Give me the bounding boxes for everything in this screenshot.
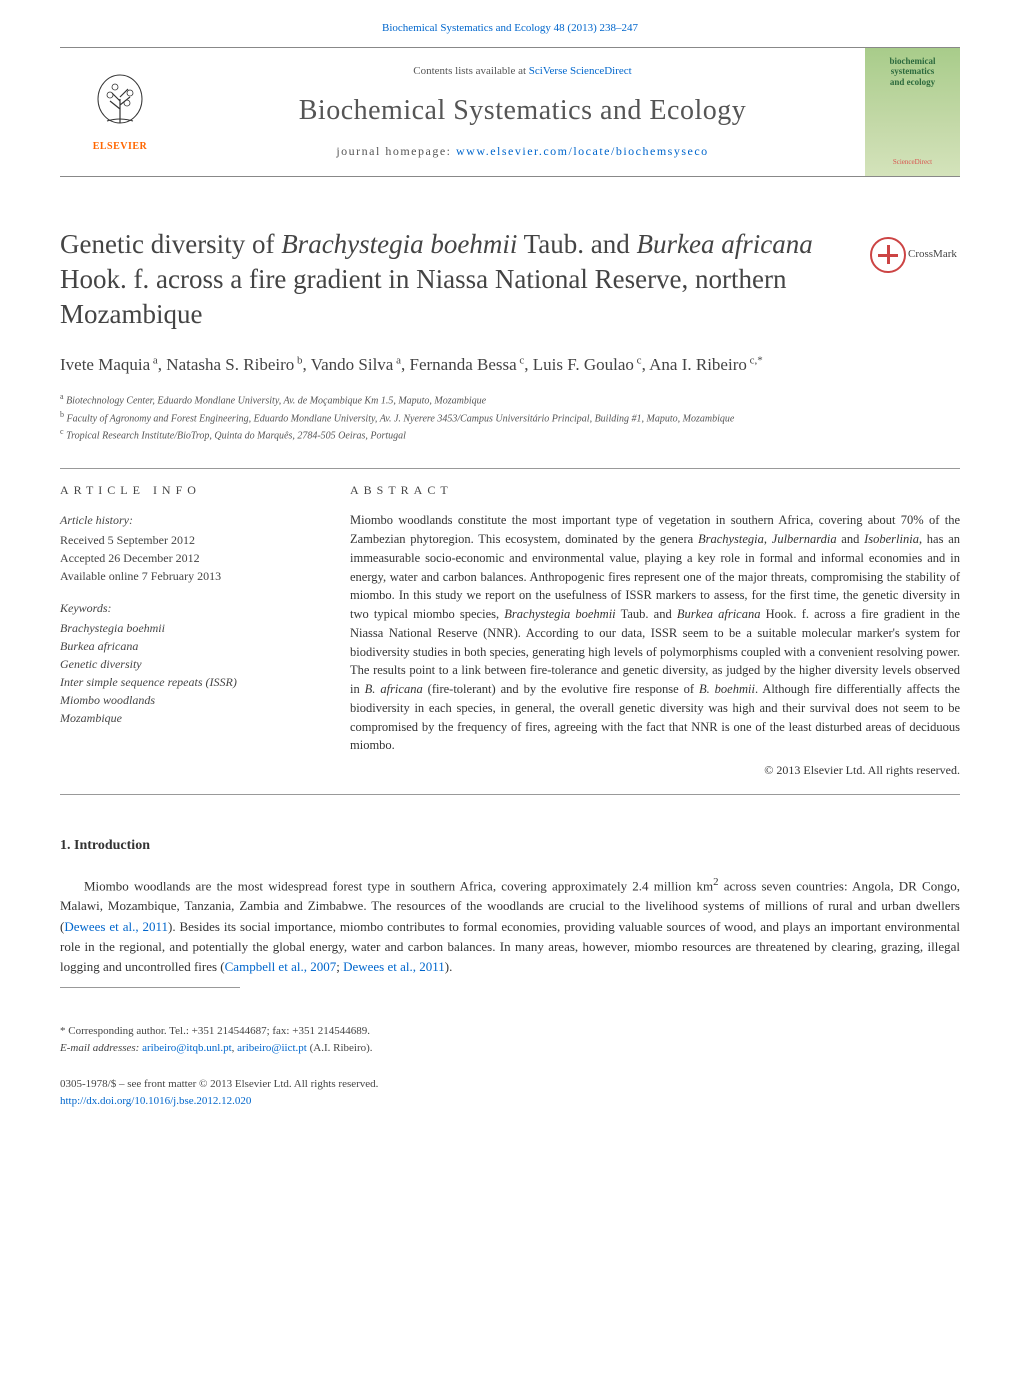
author-6-aff: c, — [747, 354, 757, 366]
author-4: Fernanda Bessa — [409, 355, 516, 374]
journal-title: Biochemical Systematics and Ecology — [299, 90, 747, 132]
affiliation-c-text: Tropical Research Institute/BioTrop, Qui… — [66, 430, 406, 441]
intro-paragraph: Miombo woodlands are the most widespread… — [60, 874, 960, 977]
keywords-text: Brachystegia boehmii Burkea africana Gen… — [60, 619, 310, 727]
info-abstract-row: ARTICLE INFO Article history: Received 5… — [60, 481, 960, 779]
author-1-aff: a — [150, 354, 158, 366]
author-2: Natasha S. Ribeiro — [166, 355, 294, 374]
email-suffix: (A.I. Ribeiro). — [307, 1042, 373, 1054]
affiliation-b: b Faculty of Agronomy and Forest Enginee… — [60, 409, 960, 426]
cover-bottom-text: ScienceDirect — [893, 157, 932, 168]
page-bottom-meta: 0305-1978/$ – see front matter © 2013 El… — [60, 1076, 960, 1109]
homepage-prefix: journal homepage: — [336, 144, 456, 158]
footnotes: * Corresponding author. Tel.: +351 21454… — [60, 1023, 960, 1056]
journal-header: ELSEVIER Contents lists available at Sci… — [60, 47, 960, 177]
article-title: Genetic diversity of Brachystegia boehmi… — [60, 227, 850, 332]
author-5: Luis F. Goulao — [533, 355, 634, 374]
abs-p8: Taub. and — [616, 607, 677, 621]
author-1: Ivete Maquia — [60, 355, 150, 374]
species-name-2: Burkea africana — [636, 229, 812, 259]
corresponding-mark: * — [757, 354, 763, 366]
history-text: Received 5 September 2012 Accepted 26 De… — [60, 531, 310, 585]
journal-cover-thumbnail[interactable]: biochemical systematics and ecology Scie… — [865, 48, 960, 176]
title-part1: Genetic diversity of — [60, 229, 281, 259]
abs-sp7: B. boehmii — [699, 682, 755, 696]
author-2-aff: b — [294, 354, 302, 366]
abstract-col: ABSTRACT Miombo woodlands constitute the… — [350, 481, 960, 779]
author-3: Vando Silva — [311, 355, 394, 374]
crossmark-badge[interactable]: CrossMark — [870, 235, 960, 275]
abstract-heading: ABSTRACT — [350, 481, 960, 499]
email-2[interactable]: aribeiro@iict.pt — [237, 1042, 307, 1054]
abs-sp3: Isoberlinia — [864, 532, 919, 546]
title-row: Genetic diversity of Brachystegia boehmi… — [60, 227, 960, 332]
abstract-copyright: © 2013 Elsevier Ltd. All rights reserved… — [350, 761, 960, 779]
abs-sp1: Brachystegia — [698, 532, 764, 546]
affiliation-c: c Tropical Research Institute/BioTrop, Q… — [60, 426, 960, 443]
abs-p2: , — [764, 532, 772, 546]
elsevier-logo[interactable]: ELSEVIER — [60, 48, 180, 176]
divider-bottom — [60, 794, 960, 795]
intro-p4: ). Besides its social importance, miombo… — [60, 919, 960, 974]
author-5-aff: c — [634, 354, 642, 366]
section-heading-introduction: 1. Introduction — [60, 835, 960, 856]
intro-p0: Miombo woodlands are the most widespread… — [84, 878, 713, 893]
crossmark-icon — [870, 237, 906, 273]
email-1[interactable]: aribeiro@itqb.unl.pt — [142, 1042, 232, 1054]
intro-p8: ). — [445, 959, 453, 974]
species-name-1: Brachystegia boehmii — [281, 229, 517, 259]
ref-dewees-2[interactable]: Dewees et al., 2011 — [343, 959, 445, 974]
affiliation-a: a Biotechnology Center, Eduardo Mondlane… — [60, 391, 960, 408]
crossmark-label: CrossMark — [908, 246, 957, 263]
abs-sp4: Brachystegia boehmii — [504, 607, 615, 621]
header-center: Contents lists available at SciVerse Sci… — [180, 48, 865, 176]
cover-title-line2: systematics — [891, 66, 935, 77]
history-label: Article history: — [60, 511, 310, 529]
article-info-heading: ARTICLE INFO — [60, 481, 310, 499]
author-4-aff: c — [517, 354, 525, 366]
sciencedirect-link[interactable]: SciVerse ScienceDirect — [529, 65, 632, 77]
email-prefix: E-mail addresses: — [60, 1042, 142, 1054]
title-part2: Taub. and — [517, 229, 636, 259]
keywords-label: Keywords: — [60, 599, 310, 617]
author-3-aff: a — [393, 354, 401, 366]
doi-link[interactable]: http://dx.doi.org/10.1016/j.bse.2012.12.… — [60, 1093, 960, 1110]
affiliation-b-text: Faculty of Agronomy and Forest Engineeri… — [67, 413, 735, 424]
contents-prefix: Contents lists available at — [413, 65, 528, 77]
footnote-divider — [60, 987, 240, 988]
corresponding-author-note: * Corresponding author. Tel.: +351 21454… — [60, 1023, 960, 1040]
elsevier-wordmark: ELSEVIER — [93, 139, 148, 154]
affiliation-a-text: Biotechnology Center, Eduardo Mondlane U… — [66, 396, 486, 407]
cover-title-line3: and ecology — [890, 77, 935, 88]
abs-sp2: Julbernardia — [772, 532, 837, 546]
contents-available-line: Contents lists available at SciVerse Sci… — [413, 63, 631, 80]
journal-homepage-line: journal homepage: www.elsevier.com/locat… — [336, 142, 708, 160]
cover-title-line1: biochemical — [890, 56, 936, 67]
authors-list: Ivete Maquia a, Natasha S. Ribeiro b, Va… — [60, 352, 960, 378]
ref-campbell[interactable]: Campbell et al., 2007 — [225, 959, 337, 974]
abs-p12: (fire-tolerant) and by the evolutive fir… — [423, 682, 699, 696]
title-part3: Hook. f. across a fire gradient in Niass… — [60, 264, 787, 329]
abstract-text: Miombo woodlands constitute the most imp… — [350, 511, 960, 755]
email-line: E-mail addresses: aribeiro@itqb.unl.pt, … — [60, 1040, 960, 1057]
issn-copyright-line: 0305-1978/$ – see front matter © 2013 El… — [60, 1076, 960, 1093]
article-info-col: ARTICLE INFO Article history: Received 5… — [60, 481, 310, 779]
ref-dewees-1[interactable]: Dewees et al., 2011 — [64, 919, 168, 934]
journal-issue-link[interactable]: Biochemical Systematics and Ecology 48 (… — [60, 20, 960, 37]
affiliations: a Biotechnology Center, Eduardo Mondlane… — [60, 391, 960, 443]
abs-sp5: Burkea africana — [677, 607, 761, 621]
author-6: Ana I. Ribeiro — [649, 355, 747, 374]
abs-sp6: B. africana — [365, 682, 423, 696]
elsevier-tree-icon — [85, 69, 155, 139]
abs-p4: and — [837, 532, 865, 546]
homepage-url[interactable]: www.elsevier.com/locate/biochemsyseco — [456, 144, 709, 158]
divider-top — [60, 468, 960, 469]
